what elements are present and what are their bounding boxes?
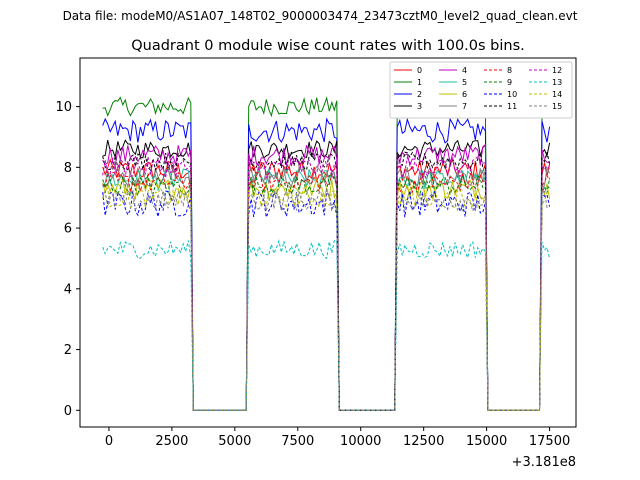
legend-label: 8 — [507, 66, 512, 75]
x-tick-label: 10000 — [340, 434, 381, 449]
legend-label: 3 — [417, 102, 422, 111]
legend-entry-10: 10 — [484, 90, 517, 99]
x-tick-label: 7500 — [281, 434, 314, 449]
series-line-7 — [102, 165, 551, 411]
data-file-label: Data file: modeM0/AS1A07_148T02_90000034… — [63, 9, 578, 23]
series-line-1 — [102, 96, 551, 411]
series-line-4 — [102, 143, 550, 411]
series-line-12 — [102, 156, 550, 411]
legend-entry-14: 14 — [529, 90, 562, 99]
legend-entry-11: 11 — [484, 102, 517, 111]
x-tick-label: 0 — [105, 434, 113, 449]
legend-entry-6: 6 — [439, 90, 467, 99]
legend-label: 12 — [552, 66, 562, 75]
legend-label: 10 — [507, 90, 517, 99]
legend-entry-2: 2 — [394, 90, 422, 99]
legend-box — [389, 61, 573, 119]
y-tick-label: 4 — [64, 282, 72, 297]
legend-entry-0: 0 — [394, 66, 422, 75]
y-tick-label: 6 — [64, 222, 72, 237]
legend-entry-3: 3 — [394, 102, 422, 111]
series-line-10 — [102, 189, 551, 411]
series-line-5 — [102, 167, 550, 411]
legend-entry-8: 8 — [484, 66, 512, 75]
legend-label: 1 — [417, 78, 422, 87]
x-tick-label: 15000 — [466, 434, 507, 449]
x-tick-label: 17500 — [529, 434, 570, 449]
x-tick-label: 12500 — [403, 434, 444, 449]
plot-frame — [79, 57, 577, 428]
legend-label: 11 — [507, 102, 517, 111]
axes: 0 2500 5000 7500 10000 12500 15000 17500 0 2 4 6 8 10 — [55, 100, 570, 449]
x-tick-label: 2500 — [155, 434, 188, 449]
series-line-11 — [102, 151, 551, 411]
series-line-13 — [102, 239, 551, 411]
series-line-6 — [102, 176, 551, 411]
legend-entry-5: 5 — [439, 78, 467, 87]
legend-entry-4: 4 — [439, 66, 467, 75]
chart-title: Quadrant 0 module wise count rates with … — [131, 38, 525, 54]
legend-label: 9 — [507, 78, 512, 87]
legend-label: 13 — [552, 78, 562, 87]
legend-entry-1: 1 — [394, 78, 422, 87]
legend-entry-7: 7 — [439, 102, 467, 111]
series-line-15 — [102, 188, 550, 411]
y-tick-label: 2 — [64, 343, 72, 358]
series-line-0 — [102, 158, 551, 411]
y-tick-label: 8 — [64, 161, 72, 176]
legend-entry-15: 15 — [529, 102, 562, 111]
legend-label: 2 — [417, 90, 422, 99]
x-offset-label: +3.181e8 — [512, 455, 576, 470]
legend-label: 4 — [462, 66, 467, 75]
legend-label: 0 — [417, 66, 422, 75]
series-line-14 — [102, 186, 550, 411]
legend-entry-9: 9 — [484, 78, 512, 87]
legend-label: 5 — [462, 78, 467, 87]
legend-label: 14 — [552, 90, 562, 99]
legend-entry-12: 12 — [529, 66, 562, 75]
series-line-2 — [102, 117, 551, 411]
x-tick-label: 5000 — [218, 434, 251, 449]
legend-label: 7 — [462, 102, 467, 111]
series-layer — [102, 96, 551, 411]
legend-entry-13: 13 — [529, 78, 562, 87]
series-line-9 — [102, 174, 551, 411]
series-line-3 — [102, 139, 551, 411]
legend-label: 6 — [462, 90, 467, 99]
y-tick-label: 10 — [55, 100, 72, 115]
y-tick-label: 0 — [64, 404, 72, 419]
series-line-8 — [102, 170, 551, 411]
legend-label: 15 — [552, 102, 562, 111]
